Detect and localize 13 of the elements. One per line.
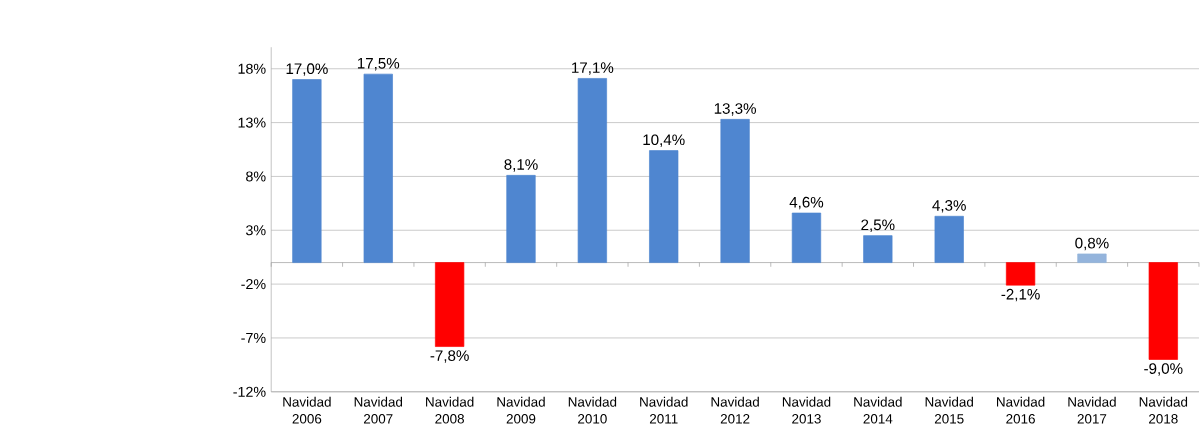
bar [506,175,536,264]
bar [1148,262,1178,361]
bar [1077,254,1107,264]
bar [435,262,465,348]
bar [1005,262,1036,287]
bar [292,79,322,264]
bar [649,150,679,264]
bar [577,78,607,264]
bar [791,213,822,264]
bar [934,216,964,264]
bar [363,74,393,264]
bar [720,119,750,264]
bar [863,235,893,264]
